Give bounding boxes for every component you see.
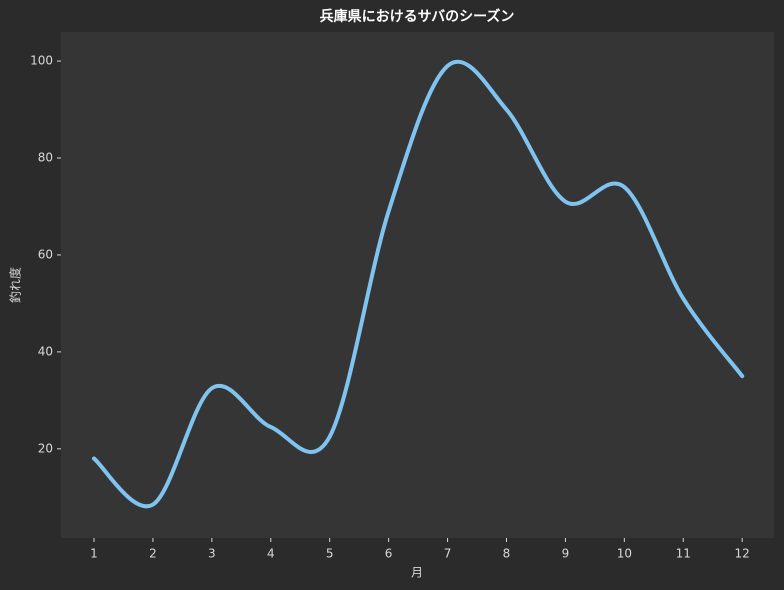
y-tick-label: 40 [38, 344, 53, 358]
y-tick-label: 60 [38, 247, 53, 261]
line-series [91, 59, 745, 509]
x-tick-label: 8 [503, 547, 511, 561]
x-tick-label: 6 [385, 547, 393, 561]
x-tick-label: 10 [617, 547, 632, 561]
x-tick-label: 12 [735, 547, 750, 561]
x-tick-label: 4 [267, 547, 275, 561]
x-tick-label: 9 [562, 547, 570, 561]
x-axis-label: 月 [411, 566, 423, 580]
plot-area [61, 32, 774, 538]
y-axis-label: 釣れ度 [8, 267, 23, 303]
x-tick-label: 1 [90, 547, 98, 561]
x-tick-label: 7 [444, 547, 452, 561]
x-tick-label: 5 [326, 547, 334, 561]
y-tick-label: 80 [38, 151, 53, 165]
y-tick-label: 100 [30, 54, 53, 68]
x-tick-label: 11 [676, 547, 691, 561]
y-tick-label: 20 [38, 441, 53, 455]
chart-title: 兵庫県におけるサバのシーズン [320, 8, 515, 25]
x-tick-label: 2 [149, 547, 157, 561]
x-tick-label: 3 [208, 547, 216, 561]
